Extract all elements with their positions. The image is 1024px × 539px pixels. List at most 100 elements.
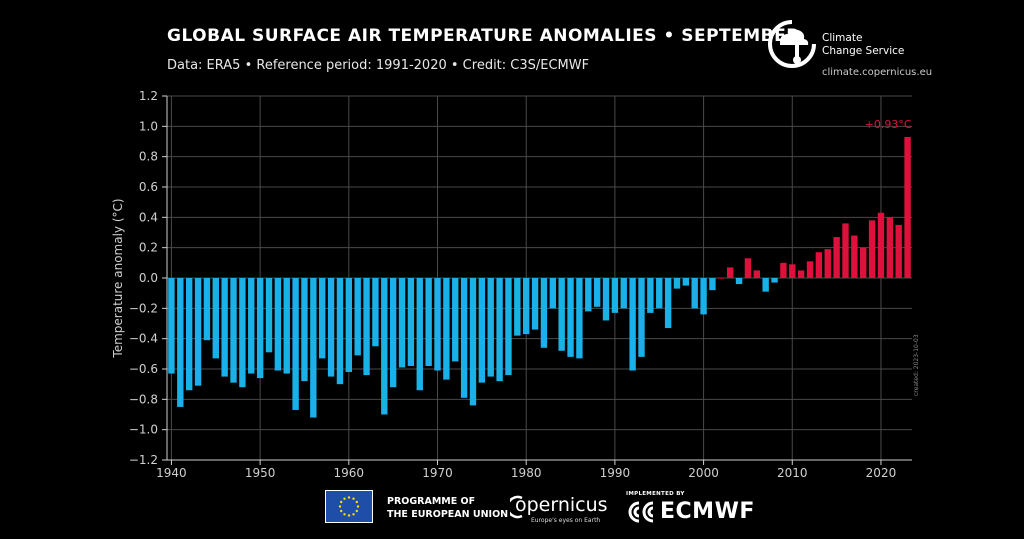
bar-2001: [709, 278, 716, 291]
bar-1946: [221, 278, 228, 377]
bar-1962: [363, 278, 370, 376]
bar-1986: [576, 278, 583, 359]
ecmwf-logo-icon: [628, 501, 654, 523]
bar-1991: [620, 278, 627, 309]
y-tick-label: 0.0: [139, 271, 158, 285]
eu-flag-icon: [325, 490, 373, 523]
bar-2014: [824, 249, 831, 278]
bar-2023: [904, 136, 911, 278]
eu-star: [343, 513, 346, 516]
eu-star: [340, 509, 343, 513]
created-note: created: 2023-10-03: [913, 334, 920, 396]
bar-1961: [354, 278, 361, 356]
y-tick-label: 0.8: [139, 150, 158, 164]
eu-programme-text: PROGRAMME OF THE EUROPEAN UNION: [387, 495, 508, 521]
c3s-name-line1: Climate: [822, 32, 863, 44]
bar-1978: [505, 278, 512, 376]
annotation-label: +0.93°C: [865, 118, 912, 131]
bar-2015: [833, 237, 840, 278]
bar-1970: [434, 278, 441, 371]
bar-1985: [567, 278, 574, 357]
bar-1984: [558, 278, 565, 351]
eu-stars-icon: [338, 496, 360, 517]
ecmwf-wordmark: ECMWF: [660, 499, 755, 524]
bar-2013: [815, 252, 823, 278]
bar-2021: [886, 217, 894, 278]
bar-1983: [549, 278, 556, 309]
y-tick-label: −0.4: [129, 332, 158, 346]
bar-2003: [726, 267, 734, 278]
eu-star: [343, 497, 346, 500]
eu-star: [355, 509, 358, 513]
copernicus-tagline: Europe's eyes on Earth: [531, 517, 601, 524]
bar-1989: [602, 278, 610, 321]
bar-1940: [168, 278, 175, 374]
copernicus-wordmark: opernicus: [515, 494, 608, 516]
bar-1974: [469, 278, 477, 406]
bar-1972: [452, 278, 459, 362]
bar-2002: [718, 278, 725, 279]
bar-2017: [851, 235, 858, 278]
y-tick-label: 1.0: [139, 119, 158, 133]
bar-1963: [372, 278, 379, 347]
bar-1960: [345, 278, 353, 373]
eu-star: [340, 500, 343, 504]
bar-2018: [860, 247, 867, 278]
bar-1948: [239, 278, 246, 388]
eu-star: [338, 505, 342, 508]
x-tick-label: 1970: [422, 466, 453, 480]
bar-1981: [531, 278, 539, 330]
bar-1979: [514, 278, 521, 336]
bar-2010: [789, 264, 796, 278]
bar-1973: [460, 278, 468, 398]
bar-1941: [177, 278, 184, 407]
bar-1968: [416, 278, 423, 391]
eu-star: [356, 505, 360, 508]
eu-star: [352, 513, 355, 516]
bar-1942: [185, 278, 193, 391]
bar-1975: [478, 278, 486, 383]
eu-star: [352, 497, 355, 500]
bar-1945: [212, 278, 219, 359]
bar-2012: [806, 261, 814, 278]
y-tick-label: 0.6: [139, 180, 158, 194]
y-tick-label: 0.4: [139, 210, 158, 224]
bar-1977: [496, 278, 503, 382]
bar-1994: [647, 278, 654, 313]
page-title: GLOBAL SURFACE AIR TEMPERATURE ANOMALIES…: [167, 26, 800, 46]
bar-1954: [292, 278, 299, 410]
bar-1999: [691, 278, 698, 309]
bar-1951: [265, 278, 273, 353]
bar-1996: [664, 278, 672, 329]
bar-1990: [611, 278, 619, 313]
bar-1952: [274, 278, 282, 371]
y-tick-label: −0.2: [129, 301, 158, 315]
bar-1957: [319, 278, 326, 359]
y-tick-label: 0.2: [139, 241, 158, 255]
bar-2004: [735, 278, 743, 285]
bar-1995: [656, 278, 663, 309]
c3s-logo-icon: [768, 20, 816, 68]
bar-1992: [629, 278, 636, 371]
bar-1969: [425, 278, 432, 366]
eu-star: [347, 514, 351, 517]
bar-2000: [700, 278, 707, 315]
bar-1998: [682, 278, 690, 286]
bar-2020: [877, 212, 885, 278]
eu-star: [355, 500, 358, 504]
bar-1965: [389, 278, 397, 388]
x-tick-label: 2000: [688, 466, 719, 480]
y-tick-label: −1.0: [129, 423, 158, 437]
bar-1967: [407, 278, 415, 366]
bar-2006: [753, 270, 760, 278]
bar-1993: [638, 278, 645, 357]
y-tick-label: −0.8: [129, 392, 158, 406]
page-subtitle: Data: ERA5 • Reference period: 1991-2020…: [167, 58, 590, 73]
bar-1966: [398, 278, 406, 368]
eu-line1: PROGRAMME OF: [387, 496, 476, 507]
eu-star: [347, 496, 351, 499]
c3s-brand: Climate Change Service climate.copernicu…: [766, 18, 932, 82]
bar-1971: [443, 278, 450, 380]
bar-1950: [256, 278, 264, 379]
